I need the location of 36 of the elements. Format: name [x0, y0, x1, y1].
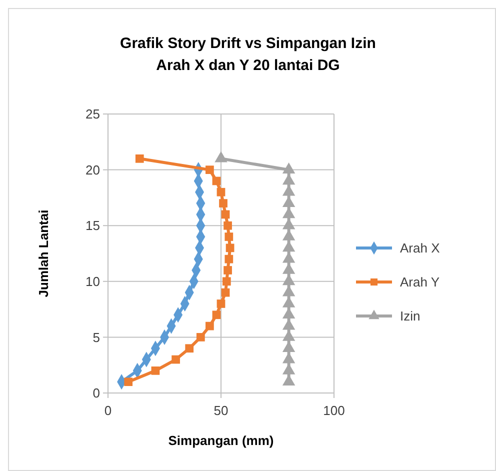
legend-label: Arah X	[400, 240, 440, 256]
point	[196, 333, 205, 342]
point	[124, 378, 133, 386]
point	[224, 254, 234, 264]
y-tick-label: 25	[86, 106, 100, 122]
point	[224, 232, 234, 241]
point	[224, 266, 232, 274]
point	[172, 355, 180, 364]
y-axis-title: Jumlah Lantai	[36, 210, 51, 298]
point	[221, 210, 230, 219]
point	[224, 221, 232, 230]
y-tick-label: 5	[92, 330, 100, 345]
point	[206, 166, 214, 174]
y-tick-label: 20	[86, 162, 100, 178]
legend-label: Izin	[400, 308, 420, 324]
point	[216, 300, 226, 308]
x-tick-label: 100	[323, 403, 345, 418]
point	[206, 322, 214, 330]
point	[151, 366, 160, 375]
chart-title: Grafik Story Drift vs Simpangan Izin Arah X dan Y 20 lantai DG	[120, 35, 376, 74]
legend-label: Arah Y	[400, 274, 440, 290]
point	[222, 277, 231, 286]
x-axis-title: Simpangan (mm)	[168, 433, 274, 448]
point	[212, 310, 221, 320]
point	[221, 288, 230, 297]
point	[216, 188, 226, 196]
point	[219, 199, 228, 208]
y-tick-label: 0	[92, 386, 100, 401]
point	[185, 344, 194, 353]
x-tick-label: 0	[104, 403, 112, 418]
y-tick-label: 10	[86, 274, 100, 289]
x-tick-label: 50	[214, 403, 228, 418]
point	[135, 154, 144, 163]
point	[212, 176, 221, 186]
y-tick-label: 15	[86, 218, 100, 234]
point	[226, 244, 234, 252]
